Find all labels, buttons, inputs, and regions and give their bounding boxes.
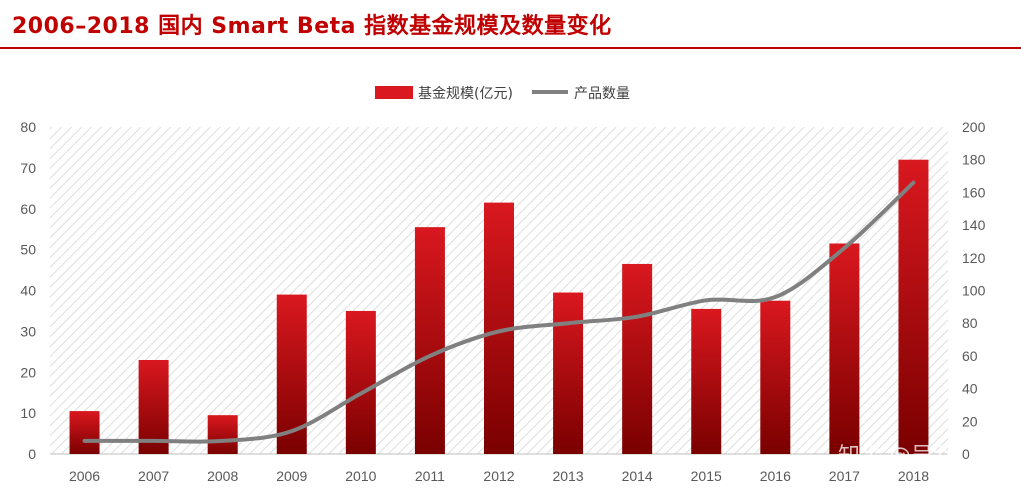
x-axis-tick-label: 2011 [415, 468, 445, 484]
left-axis-tick-label: 0 [28, 446, 36, 462]
x-axis: 2006 2007 2008 2009 2010 2011 2012 2013 2014 2015… [50, 453, 948, 484]
x-axis-tick-label: 2010 [345, 468, 376, 484]
x-axis-tick-label: 2013 [552, 468, 583, 484]
right-axis-tick-label: 60 [962, 348, 978, 364]
bar [829, 243, 860, 454]
bar [553, 292, 584, 454]
left-axis-tick-label: 30 [20, 323, 36, 339]
left-y-axis: 0 10 20 30 40 50 60 70 80 [20, 119, 36, 462]
x-axis-tick-label: 2017 [829, 468, 860, 484]
right-axis-tick-label: 100 [962, 283, 986, 299]
legend-label-line: 产品数量 [574, 86, 630, 102]
watermark-text: 知乎 @吴吞 [838, 444, 955, 469]
left-axis-tick-label: 70 [20, 160, 36, 176]
right-axis-tick-label: 40 [962, 381, 978, 397]
title-underline [0, 47, 1021, 49]
right-axis-tick-label: 0 [962, 446, 970, 462]
bar [69, 411, 100, 454]
left-axis-tick-label: 80 [20, 119, 36, 135]
line-path [82, 180, 916, 444]
left-axis-tick-label: 40 [20, 283, 36, 299]
bar [345, 310, 376, 454]
right-axis-tick-label: 200 [962, 119, 986, 135]
left-axis-tick-label: 10 [20, 405, 36, 421]
x-axis-tick-label: 2008 [207, 468, 238, 484]
chart-title: 2006–2018 国内 Smart Beta 指数基金规模及数量变化 [12, 14, 612, 39]
bar [414, 227, 445, 454]
bar [760, 300, 791, 454]
right-axis-tick-label: 120 [962, 250, 986, 266]
x-axis-tick-label: 2006 [69, 468, 100, 484]
bar [898, 159, 929, 454]
left-axis-tick-label: 60 [20, 201, 36, 217]
bar [207, 415, 238, 454]
x-axis-tick-label: 2016 [760, 468, 791, 484]
bar [691, 308, 722, 454]
legend-swatch-bar [375, 86, 413, 99]
line-series [82, 180, 916, 444]
right-axis-tick-label: 80 [962, 315, 978, 331]
right-y-axis: 0 20 40 60 80 100 120 140 160 180 200 [962, 119, 986, 462]
left-axis-tick-label: 50 [20, 242, 36, 258]
right-axis-tick-label: 180 [962, 152, 986, 168]
bar [622, 263, 653, 454]
bar [138, 359, 169, 454]
x-axis-tick-label: 2018 [898, 468, 929, 484]
x-axis-tick-label: 2009 [276, 468, 307, 484]
left-axis-tick-label: 20 [20, 364, 36, 380]
x-axis-tick-label: 2014 [622, 468, 653, 484]
x-axis-tick-label: 2012 [483, 468, 514, 484]
right-axis-tick-label: 140 [962, 217, 986, 233]
right-axis-tick-label: 20 [962, 413, 978, 429]
x-axis-tick-label: 2015 [691, 468, 722, 484]
legend-label-bar: 基金规模(亿元) [418, 85, 513, 102]
legend: 基金规模(亿元) 产品数量 [375, 85, 630, 102]
x-axis-tick-label: 2007 [138, 468, 169, 484]
right-axis-tick-label: 160 [962, 184, 986, 200]
